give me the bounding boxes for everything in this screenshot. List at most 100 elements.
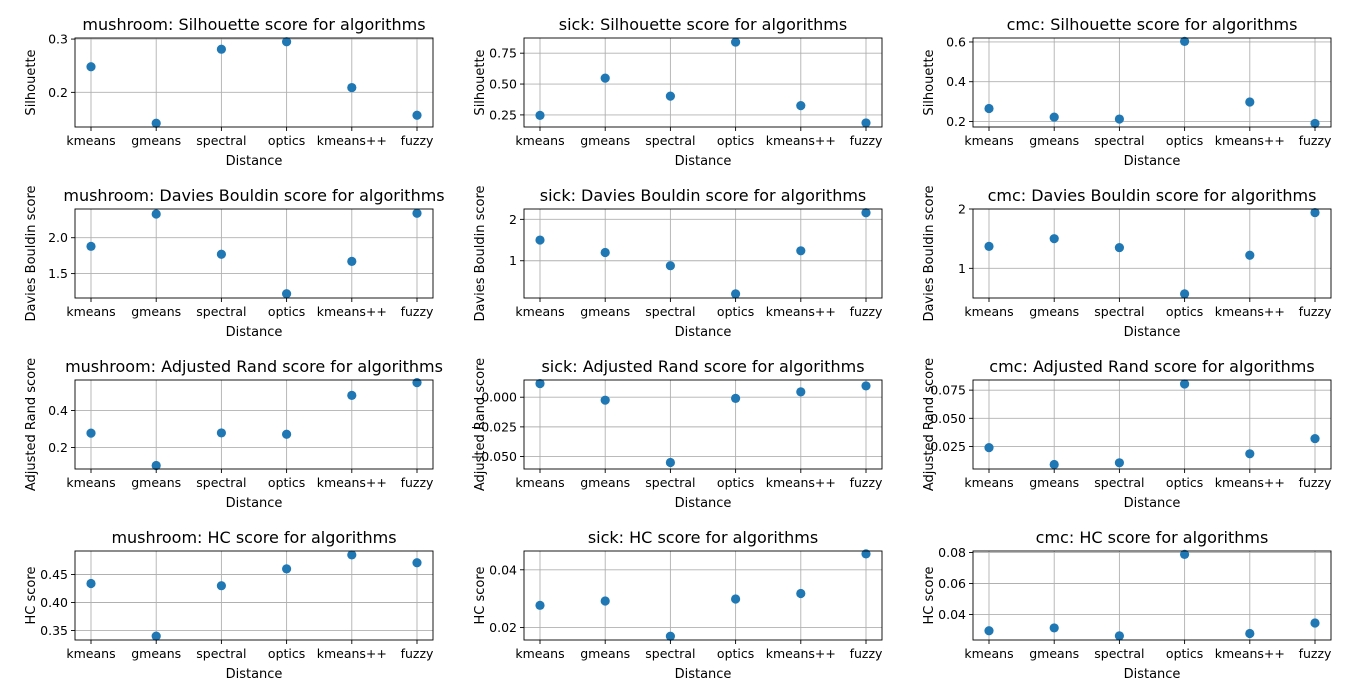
- chart-2-point-2: [1114, 114, 1124, 124]
- chart-4-ytick-label-0: 1: [509, 253, 517, 268]
- chart-2-point-3: [1180, 36, 1190, 46]
- chart-3-point-5: [412, 208, 422, 218]
- chart-4-axes-frame: [523, 208, 883, 299]
- chart-8-xtick-label-4: kmeans++: [1215, 475, 1285, 490]
- chart-8-ytick-label-1: 0.050: [930, 411, 966, 426]
- chart-1-ytick-label-1: 0.50: [489, 77, 517, 92]
- chart-9-point-1: [151, 631, 161, 641]
- chart-11-xtick-label-0: kmeans: [964, 646, 1013, 661]
- chart-2-point-4: [1245, 97, 1255, 107]
- chart-6-point-2: [216, 428, 226, 438]
- chart-9-point-3: [282, 564, 292, 574]
- chart-11-axes-frame: [972, 550, 1332, 641]
- chart-9-title: mushroom: HC score for algorithms: [111, 528, 396, 547]
- chart-6-point-3: [282, 429, 292, 439]
- chart-9-point-4: [347, 550, 357, 560]
- chart-11-ytick-label-0: 0.04: [938, 607, 966, 622]
- chart-9-point-0: [86, 578, 96, 589]
- chart-10-point-0: [535, 600, 545, 610]
- chart-0-ytick-label-1: 0.3: [48, 32, 68, 47]
- chart-1-ytick-label-2: 0.75: [489, 46, 517, 61]
- chart-9-point-5: [412, 558, 422, 568]
- chart-11-xtick-label-2: spectral: [1094, 646, 1144, 661]
- chart-6-xtick-label-1: gmeans: [131, 475, 181, 490]
- chart-10-point-2: [665, 631, 676, 641]
- chart-2-title: cmc: Silhouette score for algorithms: [1007, 15, 1298, 34]
- chart-7-ytick-label-1: −0.025: [471, 419, 517, 434]
- chart-0-axes-frame: [74, 37, 434, 128]
- chart-11-point-0: [984, 626, 994, 636]
- chart-4-point-3: [731, 289, 741, 299]
- chart-6-ytick-label-1: 0.4: [48, 403, 68, 418]
- chart-4-xtick-label-4: kmeans++: [766, 304, 836, 319]
- chart-8-xtick-label-3: optics: [1166, 475, 1203, 490]
- chart-6-xtick-label-4: kmeans++: [317, 475, 387, 490]
- chart-3-xlabel: Distance: [226, 325, 283, 340]
- chart-4-point-1: [600, 247, 610, 258]
- chart-2-axes-frame: [972, 37, 1332, 128]
- chart-5-point-0: [984, 241, 994, 251]
- chart-5-point-3: [1180, 289, 1190, 299]
- chart-5-point-1: [1049, 234, 1059, 244]
- chart-11-xtick-label-3: optics: [1166, 646, 1203, 661]
- chart-5-ytick-label-0: 1: [958, 261, 966, 276]
- chart-3: kmeans gmeans spectral optics kmeans++ fuzzy 1…: [24, 185, 445, 340]
- chart-7-point-4: [796, 387, 806, 397]
- chart-5-title: cmc: Davies Bouldin score for algorithms: [988, 186, 1317, 205]
- chart-5-xtick-label-4: kmeans++: [1215, 304, 1285, 319]
- chart-10: kmeans gmeans spectral optics kmeans++ fuzzy 0…: [473, 528, 883, 682]
- chart-10-point-5: [861, 549, 871, 559]
- chart-11-xtick-label-4: kmeans++: [1215, 646, 1285, 661]
- chart-0-point-5: [412, 110, 422, 120]
- chart-3-title: mushroom: Davies Bouldin score for algor…: [63, 186, 444, 205]
- chart-0-xtick-label-1: gmeans: [131, 133, 181, 148]
- chart-7-point-5: [861, 381, 871, 391]
- chart-3-xtick-label-4: kmeans++: [317, 304, 387, 319]
- chart-2-point-0: [984, 103, 994, 114]
- chart-7-xtick-label-4: kmeans++: [766, 475, 836, 490]
- chart-5-ytick-label-1: 2: [958, 202, 966, 217]
- chart-2-xtick-label-2: spectral: [1094, 133, 1144, 148]
- chart-2-ytick-label-1: 0.4: [946, 74, 966, 89]
- chart-10-xtick-label-1: gmeans: [580, 646, 630, 661]
- chart-9-xtick-label-3: optics: [268, 646, 305, 661]
- chart-5-xtick-label-3: optics: [1166, 304, 1203, 319]
- chart-8-xlabel: Distance: [1124, 496, 1181, 511]
- chart-1-xtick-label-2: spectral: [645, 133, 695, 148]
- chart-0-xtick-label-0: kmeans: [66, 133, 115, 148]
- chart-0-xtick-label-3: optics: [268, 133, 305, 148]
- chart-0-xtick-label-5: fuzzy: [401, 133, 434, 148]
- chart-6-point-4: [347, 390, 357, 400]
- chart-5-point-5: [1310, 207, 1320, 218]
- chart-11-title: cmc: HC score for algorithms: [1036, 528, 1269, 547]
- chart-4-xtick-label-3: optics: [717, 304, 754, 319]
- chart-8-xtick-label-2: spectral: [1094, 475, 1144, 490]
- chart-9: kmeans gmeans spectral optics kmeans++ fuzzy 0…: [24, 528, 434, 682]
- chart-10-xlabel: Distance: [675, 667, 732, 682]
- chart-0-point-0: [86, 62, 96, 72]
- chart-5: kmeans gmeans spectral optics kmeans++ fuzzy 1…: [922, 185, 1332, 340]
- chart-0-ylabel: Silhouette: [24, 49, 39, 115]
- chart-8-title: cmc: Adjusted Rand score for algorithms: [989, 357, 1314, 376]
- chart-7-xtick-label-0: kmeans: [515, 475, 564, 490]
- chart-3-point-3: [282, 289, 292, 299]
- chart-6-xlabel: Distance: [226, 496, 283, 511]
- chart-9-ytick-label-2: 0.45: [40, 567, 68, 582]
- chart-1-point-0: [535, 110, 545, 120]
- chart-1-xtick-label-4: kmeans++: [766, 133, 836, 148]
- chart-2-ytick-label-2: 0.6: [946, 34, 966, 49]
- chart-2-ytick-label-0: 0.2: [946, 114, 966, 129]
- chart-6-title: mushroom: Adjusted Rand score for algori…: [65, 357, 443, 376]
- chart-9-axes-frame: [74, 550, 434, 641]
- chart-1-xtick-label-3: optics: [717, 133, 754, 148]
- chart-4-ylabel: Davies Bouldin score: [473, 185, 488, 321]
- chart-11-point-3: [1180, 549, 1190, 560]
- chart-8-point-4: [1245, 449, 1255, 459]
- chart-0-point-4: [347, 82, 357, 93]
- chart-6-axes-frame: [74, 379, 434, 470]
- chart-7-xtick-label-2: spectral: [645, 475, 695, 490]
- chart-10-xtick-label-0: kmeans: [515, 646, 564, 661]
- chart-3-axes-frame: [74, 208, 434, 299]
- chart-5-xtick-label-1: gmeans: [1029, 304, 1079, 319]
